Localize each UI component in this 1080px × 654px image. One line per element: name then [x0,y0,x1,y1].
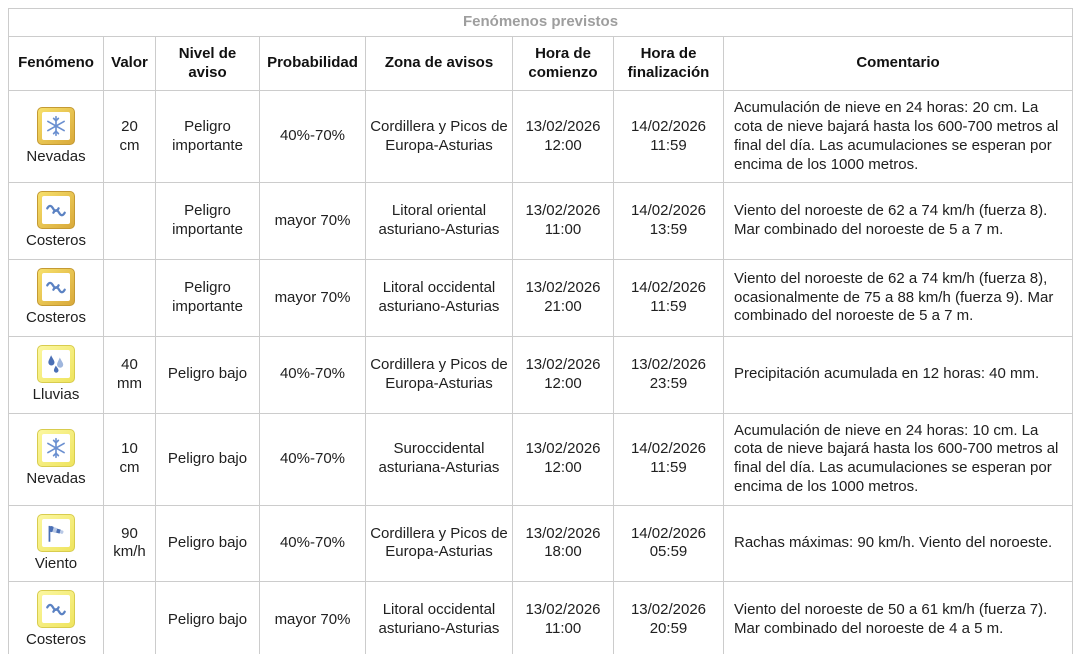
cell-nivel-aviso: Peligro bajo [155,412,260,506]
fenomeno-label: Nevadas [26,470,86,488]
column-header: Probabilidad [259,35,366,92]
cell-hora-comienzo: 13/02/2026 12:00 [512,412,614,506]
coastal-icon [37,268,75,306]
cell-nivel-aviso: Peligro importante [155,90,260,184]
cell-nivel-aviso: Peligro bajo [155,581,260,654]
cell-fenomeno: Costeros [8,182,104,260]
fenomeno-label: Costeros [25,232,87,250]
cell-fenomeno: Costeros [8,581,104,654]
cell-fenomeno: Costeros [8,259,104,337]
fenomeno-label: Costeros [25,309,87,326]
column-header: Zona de avisos [365,35,513,92]
table-row: Nevadas 10 cm Peligro bajo 40%-70% Suroccide… [8,412,1074,506]
cell-hora-finalizacion: 14/02/2026 05:59 [613,504,724,583]
rain-icon [37,344,75,383]
cell-hora-finalizacion: 13/02/2026 20:59 [613,581,724,654]
cell-valor: 90 km/h [103,504,156,583]
cell-hora-comienzo: 13/02/2026 12:00 [512,335,614,414]
coastal-icon [37,590,75,629]
cell-fenomeno: Lluvias [8,335,104,414]
cell-comentario: Viento del noroeste de 50 a 61 km/h (fue… [722,581,1074,654]
table-header-row: Fenómeno Valor Nivel de aviso Probabilidad Z… [8,35,1074,92]
cell-nivel-aviso: Peligro bajo [155,335,260,414]
cell-nivel-aviso: Peligro importante [155,259,260,337]
table-title: Fenómenos previstos [7,8,1074,37]
cell-fenomeno: Nevadas [8,412,104,506]
cell-probabilidad: mayor 70% [259,182,366,260]
cell-valor: 20 cm [103,90,156,184]
cell-zona-avisos: Litoral oriental asturiano-Asturias [365,182,513,260]
cell-probabilidad: 40%-70% [259,90,366,184]
cell-hora-finalizacion: 14/02/2026 11:59 [613,259,724,337]
fenomeno-label: Lluvias [32,385,80,403]
table-row: Costeros Peligro bajo mayor 70% Litoral occ… [8,581,1074,654]
cell-hora-comienzo: 13/02/2026 11:00 [512,182,614,260]
fenomeno-label: Viento [34,554,78,572]
cell-fenomeno: Nevadas [8,90,104,184]
table-row: Viento 90 km/h Peligro bajo 40%-70% Cordille… [8,504,1074,583]
snow-icon [37,429,75,468]
cell-comentario: Viento del noroeste de 62 a 74 km/h (fue… [722,259,1074,337]
column-header: Nivel de aviso [155,35,260,92]
cell-hora-comienzo: 13/02/2026 11:00 [512,581,614,654]
cell-hora-comienzo: 13/02/2026 18:00 [512,504,614,583]
cell-hora-finalizacion: 14/02/2026 11:59 [613,90,724,184]
table-row: Nevadas 20 cm Peligro importante 40%-70% Cor… [8,90,1074,184]
cell-hora-finalizacion: 14/02/2026 11:59 [613,412,724,506]
cell-probabilidad: 40%-70% [259,504,366,583]
table-row: Lluvias 40 mm Peligro bajo 40%-70% Cordiller… [8,335,1074,414]
cell-hora-finalizacion: 13/02/2026 23:59 [613,335,724,414]
table-title-row: Fenómenos previstos [7,8,1074,37]
cell-valor [103,182,156,260]
cell-zona-avisos: Cordillera y Picos de Europa-Asturias [365,90,513,184]
column-header: Comentario [722,35,1074,92]
cell-hora-comienzo: 13/02/2026 21:00 [512,259,614,337]
fenomeno-label: Costeros [25,631,87,649]
coastal-icon [37,191,75,230]
cell-comentario: Precipitación acumulada en 12 horas: 40 … [722,335,1074,414]
cell-probabilidad: mayor 70% [259,259,366,337]
column-header: Hora de finalización [613,35,724,92]
cell-zona-avisos: Suroccidental asturiana-Asturias [365,412,513,506]
cell-comentario: Viento del noroeste de 62 a 74 km/h (fue… [722,182,1074,260]
cell-valor [103,259,156,337]
column-header: Hora de comienzo [512,35,614,92]
cell-fenomeno: Viento [8,504,104,583]
table-row: Costeros Peligro importante mayor 70% Litor… [8,182,1074,260]
cell-nivel-aviso: Peligro bajo [155,504,260,583]
cell-nivel-aviso: Peligro importante [155,182,260,260]
cell-comentario: Rachas máximas: 90 km/h. Viento del noro… [722,504,1074,583]
cell-probabilidad: 40%-70% [259,335,366,414]
warnings-table: Fenómenos previstos Fenómeno Valor Nivel d… [7,8,1074,654]
cell-zona-avisos: Litoral occidental asturiano-Asturias [365,259,513,337]
cell-zona-avisos: Cordillera y Picos de Europa-Asturias [365,335,513,414]
cell-valor [103,581,156,654]
cell-zona-avisos: Cordillera y Picos de Europa-Asturias [365,504,513,583]
table-row: Costeros Peligro importante mayor 70% Litor… [8,259,1074,337]
snow-icon [37,106,75,145]
cell-comentario: Acumulación de nieve en 24 horas: 20 cm.… [722,90,1074,184]
column-header: Fenómeno [8,35,104,92]
column-header: Valor [103,35,156,92]
cell-valor: 10 cm [103,412,156,506]
cell-probabilidad: 40%-70% [259,412,366,506]
fenomeno-label: Nevadas [26,147,86,165]
cell-probabilidad: mayor 70% [259,581,366,654]
cell-hora-comienzo: 13/02/2026 12:00 [512,90,614,184]
cell-comentario: Acumulación de nieve en 24 horas: 10 cm.… [722,412,1074,506]
cell-hora-finalizacion: 14/02/2026 13:59 [613,182,724,260]
cell-zona-avisos: Litoral occidental asturiano-Asturias [365,581,513,654]
cell-valor: 40 mm [103,335,156,414]
wind-icon [37,513,75,552]
